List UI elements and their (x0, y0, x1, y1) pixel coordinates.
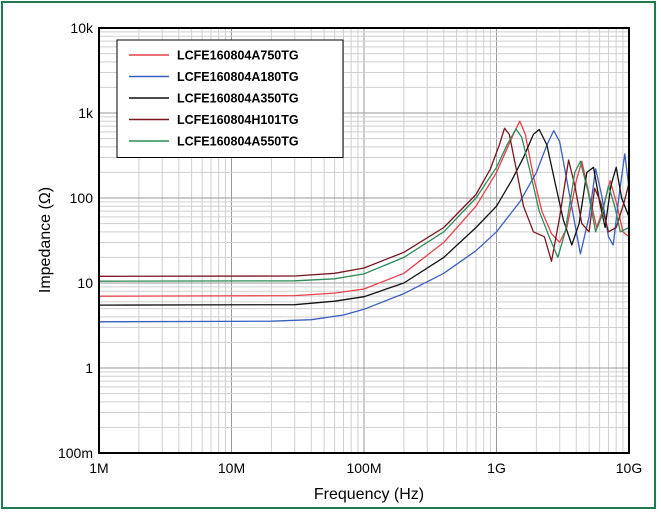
legend-label: LCFE160804A750TG (177, 49, 299, 63)
tick-labels: 1M 10M 100M 1G 10G 100m 1 10 100 1k 10k (58, 20, 642, 476)
y-axis-title: Impedance (Ω) (37, 187, 54, 293)
legend-label: LCFE160804A350TG (177, 92, 299, 106)
x-tick-label: 10M (218, 460, 245, 476)
legend: LCFE160804A750TG LCFE160804A180TG LCFE1608… (116, 39, 344, 158)
y-tick-label: 1k (78, 105, 94, 121)
x-tick-label: 1M (89, 460, 108, 476)
legend-label: LCFE160804A180TG (177, 70, 299, 84)
series-layer (99, 120, 629, 323)
legend-label: LCFE160804A550TG (177, 135, 299, 149)
series-line-1 (99, 120, 629, 297)
series-line-4 (99, 127, 629, 277)
legend-label: LCFE160804H101TG (177, 113, 299, 127)
series-line-5 (99, 128, 629, 282)
y-tick-label: 10k (70, 20, 94, 36)
series-line-2 (99, 129, 629, 323)
y-tick-label: 1 (85, 360, 93, 376)
y-tick-label: 100 (70, 190, 94, 206)
y-tick-label: 100m (58, 445, 93, 461)
x-tick-label: 1G (487, 460, 506, 476)
series-line-3 (99, 128, 629, 306)
y-tick-label: 10 (77, 275, 93, 291)
plot-border (98, 27, 630, 454)
x-tick-label: 10G (616, 460, 642, 476)
x-tick-label: 100M (346, 460, 381, 476)
x-axis-title: Frequency (Hz) (314, 486, 424, 503)
